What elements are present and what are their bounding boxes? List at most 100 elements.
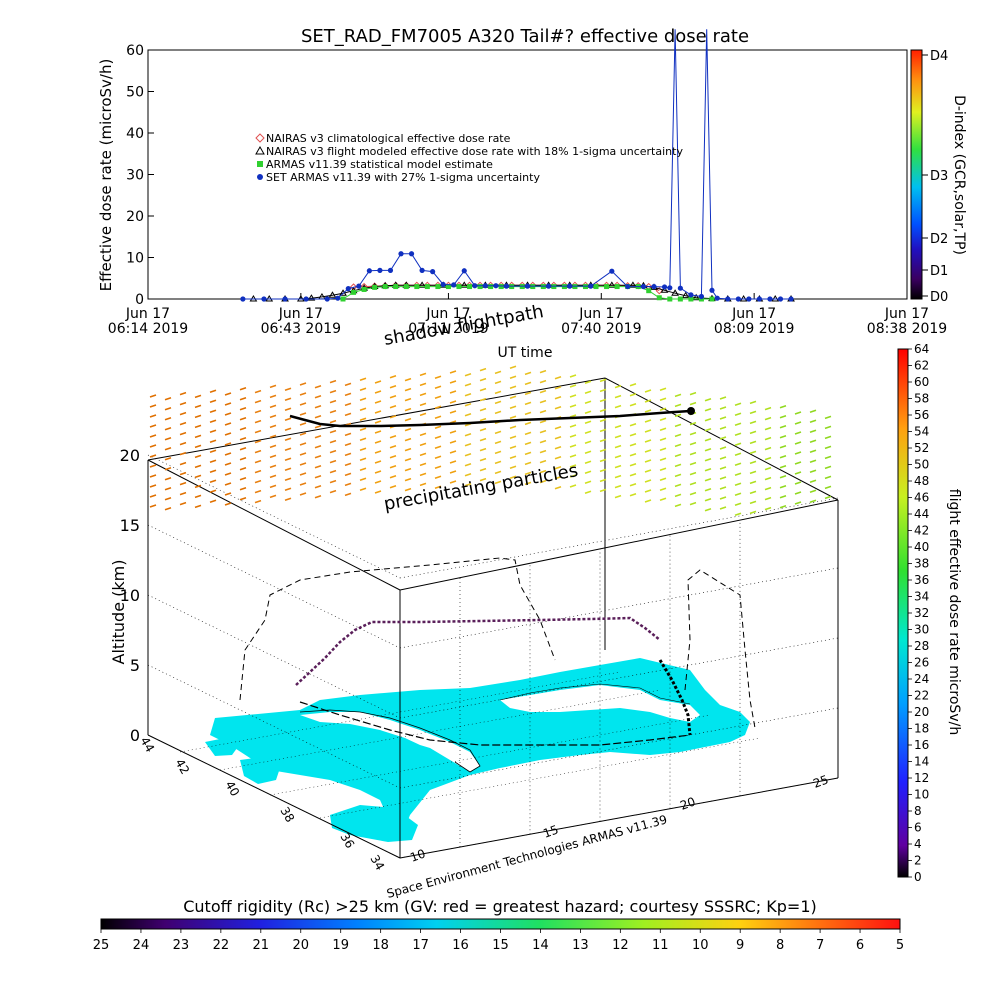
dose-dash <box>704 488 712 492</box>
dose-dash <box>614 494 622 499</box>
legend-label: ARMAS v11.39 statistical model estimate <box>266 158 493 171</box>
dose-dash <box>524 451 532 456</box>
x-tick-label-time: 08:38 2019 <box>867 321 947 337</box>
dose-dash <box>359 437 367 441</box>
dose-dash <box>764 416 772 421</box>
dose-dash <box>599 418 607 423</box>
dose-dash <box>599 398 607 403</box>
dose-dash <box>269 454 277 459</box>
dose-dash <box>419 402 427 407</box>
dose-dash <box>404 417 412 422</box>
dose-tick-label: 56 <box>914 408 929 422</box>
legend-marker <box>257 161 263 167</box>
dose-dash <box>179 391 187 396</box>
y-tick-label: 50 <box>126 85 144 101</box>
dose-dash <box>584 460 592 464</box>
longitude-tick-label: 10 <box>408 846 427 864</box>
dose-dash <box>779 465 787 469</box>
dose-dash <box>254 439 262 444</box>
dose-dash <box>299 382 307 386</box>
latitude-tick-label: 40 <box>222 779 242 799</box>
dose-dash <box>539 449 547 454</box>
dose-dash <box>464 383 472 387</box>
dose-dash <box>224 452 232 456</box>
series-point <box>387 267 394 273</box>
dose-dash <box>164 447 172 451</box>
dose-dash <box>224 482 232 486</box>
box-edge <box>147 459 401 591</box>
dose-dash <box>524 381 532 386</box>
dose-dash <box>689 471 697 476</box>
dose-dash <box>749 510 757 515</box>
rc-tick-label: 6 <box>856 938 864 953</box>
dose-dash <box>404 467 412 472</box>
dose-dash <box>329 419 337 424</box>
dose-dash <box>614 404 622 409</box>
dose-dash <box>464 403 472 407</box>
dose-dash <box>719 406 727 410</box>
altitude-tick-label: 5 <box>130 656 140 675</box>
dose-dash <box>494 370 502 375</box>
series-point <box>756 296 763 302</box>
top-y-axis-label: Effective dose rate (microSv/h) <box>97 59 115 292</box>
dose-dash <box>329 399 337 404</box>
series-point <box>372 284 378 290</box>
dose-tick-label: 2 <box>914 854 922 868</box>
series-point <box>545 283 552 289</box>
dose-colorbar-label: flight effective dose rate microSv/h <box>946 489 962 735</box>
legend-marker <box>255 145 265 155</box>
dose-dash <box>704 438 712 442</box>
dose-tick-label: 58 <box>914 392 929 406</box>
dose-tick-label: 52 <box>914 441 929 455</box>
dose-dash <box>344 472 352 477</box>
dose-dash <box>344 392 352 397</box>
dose-dash <box>689 431 697 436</box>
dose-dash <box>659 437 667 441</box>
dose-dash <box>539 369 547 374</box>
altitude-axis-label: Altitude (km) <box>109 560 128 665</box>
d-index-tick-label: D3 <box>930 169 948 184</box>
dose-dash <box>224 462 232 466</box>
dose-dash <box>329 429 337 434</box>
dose-dash <box>374 440 382 444</box>
dose-dash <box>434 385 442 389</box>
dose-dash <box>179 481 187 486</box>
series-point <box>688 296 694 302</box>
dose-tick-label: 62 <box>914 359 929 373</box>
dose-dash <box>554 466 562 470</box>
dose-dash <box>794 441 802 445</box>
dose-dash <box>224 422 232 426</box>
series-point <box>303 296 309 302</box>
dose-dash <box>479 397 487 402</box>
dose-dash <box>374 420 382 424</box>
latitude-ticks: 44 42 40 38 36 34 <box>137 735 387 873</box>
dose-dash <box>734 482 742 486</box>
dose-dash <box>239 487 247 491</box>
series-point <box>692 293 701 301</box>
series-point <box>767 296 773 302</box>
dose-dash <box>239 497 247 501</box>
borderline <box>499 683 691 705</box>
dose-tick-label: 60 <box>914 375 929 389</box>
series-point <box>746 296 752 302</box>
dose-dash <box>209 399 217 403</box>
dose-dash <box>314 405 322 409</box>
dose-dash <box>149 464 157 468</box>
dose-dash <box>629 443 637 447</box>
dose-dash <box>689 461 697 466</box>
dose-dash <box>164 507 172 511</box>
dose-dash <box>164 397 172 401</box>
series-point <box>377 267 383 273</box>
dose-tick-label: 0 <box>914 870 922 884</box>
dose-dash <box>284 477 292 481</box>
dose-dash <box>479 407 487 412</box>
altitude-tick-label: 15 <box>120 516 140 535</box>
cutoff-colorbar <box>100 918 901 930</box>
dose-dash <box>254 459 262 464</box>
annotation-precipitating-particles: precipitating particles <box>382 460 579 515</box>
dose-dash <box>794 461 802 465</box>
dose-dash <box>734 512 742 516</box>
dose-dash <box>149 434 157 438</box>
dose-dash <box>194 424 202 429</box>
wall-outline-left <box>239 557 556 701</box>
